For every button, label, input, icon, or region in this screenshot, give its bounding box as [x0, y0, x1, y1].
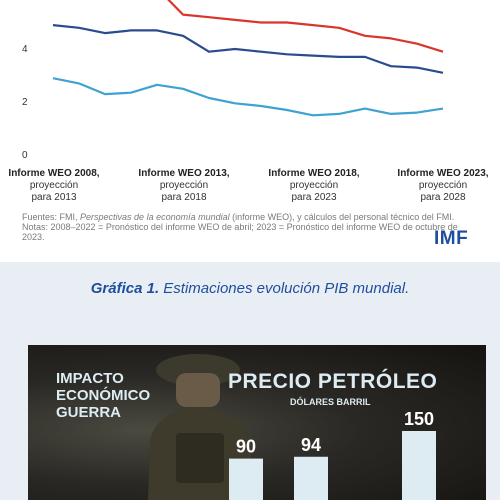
gdp-line-chart: 0 2 4 Informe WEO 2008, proyección para 2013 I…: [8, 0, 489, 203]
oil-bar-chart: 90 94 150: [229, 409, 436, 500]
x-category-label: Informe WEO 2008, proyección para 2013: [8, 168, 99, 203]
y-tick-label: 4: [22, 44, 28, 55]
notes-line: Notas: 2008–2022 = Pronóstico del inform…: [22, 222, 458, 242]
oil-bar-value: 94: [301, 435, 321, 455]
oil-bar: [229, 458, 263, 500]
oil-chart-title: PRECIO PETRÓLEO: [228, 370, 438, 393]
y-tick-label: 0: [22, 150, 28, 161]
sources-prefix: Fuentes: FMI,: [22, 212, 81, 222]
oil-chart-subtitle: DÓLARES BARRIL: [290, 397, 371, 407]
x-category-label: Informe WEO 2018, proyección para 2023: [268, 168, 359, 203]
promo-title-line: ECONÓMICO: [56, 387, 151, 404]
chart-sources: Fuentes: FMI, Perspectivas de la economí…: [22, 212, 462, 242]
imf-logo: IMF: [434, 228, 469, 249]
sources-italic: Perspectivas de la economía mundial: [80, 212, 230, 222]
promo-title-line: GUERRA: [56, 404, 122, 421]
caption-text: Estimaciones evolución PIB mundial.: [159, 280, 410, 297]
promo-title: IMPACTO ECONÓMICO GUERRA: [56, 370, 150, 421]
war-impact-image[interactable]: IMPACTO ECONÓMICO GUERRA PRECIO PETRÓLEO…: [28, 345, 486, 500]
sources-suffix: (informe WEO), y cálculos del personal t…: [229, 212, 455, 222]
figure-caption: Gráfica 1. Estimaciones evolución PIB mu…: [0, 280, 500, 297]
series-line-0: [167, 0, 444, 53]
oil-bar-value: 90: [236, 437, 256, 457]
promo-title-line: IMPACTO: [56, 370, 124, 387]
x-category-label: Informe WEO 2023, proyección para 2028: [397, 168, 488, 203]
y-tick-label: 2: [22, 97, 28, 108]
series-line-2: [52, 77, 444, 117]
oil-bar: [294, 456, 328, 500]
soldier-silhouette: [148, 354, 254, 500]
series-line-1: [52, 24, 444, 74]
gdp-chart-card: 0 2 4 Informe WEO 2008, proyección para 2013 I…: [8, 0, 489, 249]
x-category-label: Informe WEO 2013, proyección para 2018: [138, 168, 229, 203]
caption-label: Gráfica 1.: [90, 280, 160, 297]
oil-bar-value: 150: [404, 409, 434, 429]
sources-line: Fuentes: FMI, Perspectivas de la economí…: [22, 212, 462, 222]
oil-bar: [402, 431, 436, 500]
